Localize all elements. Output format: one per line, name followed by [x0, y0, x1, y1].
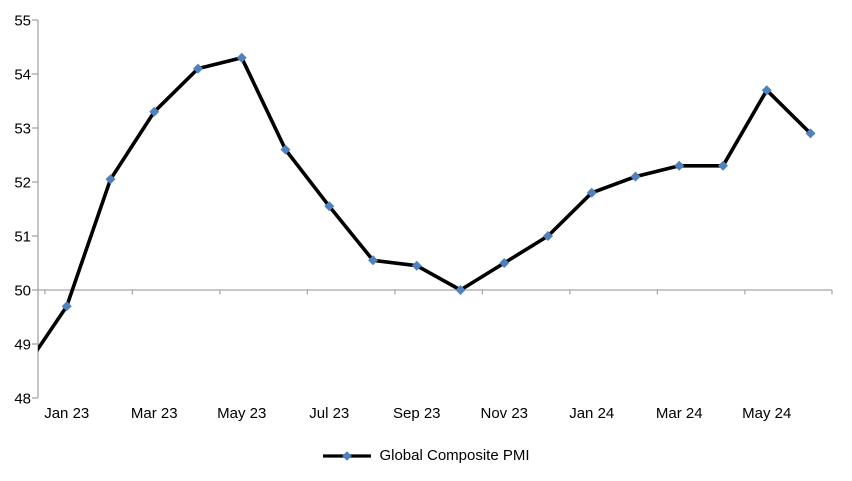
- diamond-marker-icon: [280, 144, 291, 155]
- chart-legend: Global Composite PMI: [0, 447, 852, 464]
- x-tick-label: Jan 24: [569, 405, 614, 422]
- x-tick-label: Mar 23: [131, 405, 178, 422]
- y-tick-label: 50: [14, 282, 31, 299]
- y-tick-label: 54: [14, 66, 31, 83]
- diamond-marker-icon: [718, 160, 728, 171]
- y-tick-label: 52: [14, 174, 31, 191]
- diamond-marker-icon: [674, 160, 685, 171]
- legend-series-label: Global Composite PMI: [379, 447, 530, 464]
- y-tick-label: 48: [14, 390, 31, 407]
- diamond-marker-icon: [368, 255, 378, 266]
- x-tick-label: Nov 23: [480, 405, 528, 422]
- x-tick-label: Sep 23: [393, 405, 441, 422]
- diamond-marker-icon: [236, 52, 247, 63]
- x-tick-label: May 23: [217, 405, 266, 422]
- diamond-marker-icon: [761, 85, 772, 96]
- diamond-marker-icon: [324, 201, 335, 212]
- diamond-marker-icon: [543, 231, 553, 241]
- y-tick-label: 49: [14, 336, 31, 353]
- diamond-marker-icon: [18, 366, 28, 376]
- x-tick-label: May 24: [742, 405, 791, 422]
- diamond-marker-icon: [105, 174, 116, 185]
- diamond-marker-icon: [149, 106, 160, 117]
- diamond-marker-icon: [455, 285, 466, 295]
- diamond-marker-icon: [630, 171, 641, 182]
- diamond-marker-icon: [586, 187, 597, 198]
- legend-diamond-marker-icon: [342, 450, 353, 461]
- y-tick-label: 53: [14, 120, 31, 137]
- diamond-marker-icon: [193, 63, 203, 74]
- legend-line-marker-sample: [323, 450, 372, 461]
- y-tick-label: 55: [14, 12, 31, 29]
- series-line: [38, 55, 813, 352]
- y-tick-label: 51: [14, 228, 31, 245]
- series-global-composite-pmi: [18, 52, 816, 376]
- diamond-marker-icon: [411, 260, 422, 271]
- x-tick-label: Jul 23: [309, 405, 349, 422]
- diamond-marker-icon: [61, 301, 72, 312]
- diamond-marker-icon: [499, 258, 510, 268]
- diamond-marker-icon: [805, 128, 816, 139]
- chart-plot-area: 48 49 50 51 52 53 54 55 Jan 23 Mar 23 May 23 Jul 23…: [14, 12, 833, 422]
- x-tick-label: Jan 23: [44, 405, 89, 422]
- x-tick-label: Mar 24: [656, 405, 703, 422]
